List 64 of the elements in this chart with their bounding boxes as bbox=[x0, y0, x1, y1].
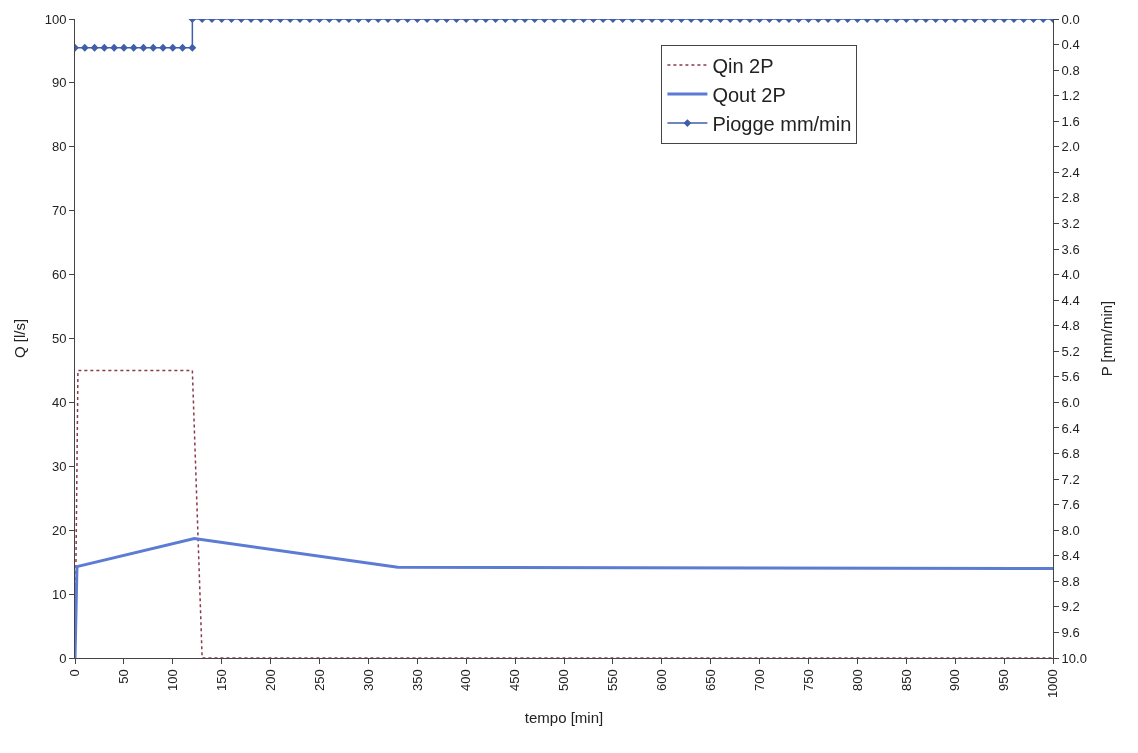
y2-tick-label: 9.2 bbox=[1061, 599, 1080, 615]
x-tick-label: 0 bbox=[67, 669, 83, 677]
x-tick-label: 500 bbox=[556, 669, 572, 691]
y2-tick-label: 7.2 bbox=[1061, 471, 1080, 487]
x-tick-label: 650 bbox=[702, 669, 718, 691]
y2-tick-label: 6.4 bbox=[1061, 420, 1080, 436]
x-tick-label: 950 bbox=[996, 669, 1012, 691]
y2-tick-label: 0.8 bbox=[1061, 62, 1080, 78]
y-tick-label: 20 bbox=[51, 522, 67, 538]
y2-tick-label: 2.0 bbox=[1061, 139, 1080, 155]
y2-tick-label: 2.8 bbox=[1061, 190, 1080, 206]
y2-tick-label: 2.4 bbox=[1061, 164, 1080, 180]
x-tick-label: 250 bbox=[311, 669, 327, 691]
y2-tick-label: 1.2 bbox=[1061, 88, 1080, 104]
y-tick-label: 70 bbox=[51, 203, 67, 219]
y-tick-label: 100 bbox=[44, 11, 67, 27]
x-tick-label: 100 bbox=[165, 669, 181, 691]
y2-tick-label: 4.8 bbox=[1061, 318, 1080, 334]
y2-tick-label: 4.0 bbox=[1061, 267, 1080, 283]
y-axis-title: Q [l/s] bbox=[10, 318, 28, 359]
y2-tick-label: 8.4 bbox=[1061, 548, 1080, 564]
y-tick-label: 50 bbox=[51, 331, 67, 347]
y2-tick-label: 5.6 bbox=[1061, 369, 1080, 385]
y-tick-label: 0 bbox=[59, 650, 67, 666]
y-tick-label: 80 bbox=[51, 139, 67, 155]
y-tick-label: 10 bbox=[51, 586, 67, 602]
y2-tick-label: 4.4 bbox=[1061, 292, 1080, 308]
y2-tick-label: 1.6 bbox=[1061, 113, 1080, 129]
x-tick-label: 450 bbox=[507, 669, 523, 691]
x-tick-label: 200 bbox=[262, 669, 278, 691]
y2-axis-title: P [mm/min] bbox=[1097, 300, 1115, 377]
legend-label: Piogge mm/min bbox=[712, 112, 852, 135]
x-tick-label: 350 bbox=[409, 669, 425, 691]
x-tick-label: 550 bbox=[605, 669, 621, 691]
x-tick-label: 400 bbox=[458, 669, 474, 691]
x-axis-title: tempo [min] bbox=[524, 709, 604, 727]
x-tick-label: 600 bbox=[654, 669, 670, 691]
y2-tick-label: 10.0 bbox=[1061, 650, 1087, 666]
y-tick-label: 40 bbox=[51, 394, 67, 410]
x-tick-label: 750 bbox=[800, 669, 816, 691]
y2-tick-label: 9.6 bbox=[1061, 624, 1080, 640]
y2-tick-label: 6.0 bbox=[1061, 394, 1080, 410]
y-tick-label: 30 bbox=[51, 458, 67, 474]
x-tick-label: 1000 bbox=[1045, 669, 1061, 699]
x-tick-label: 800 bbox=[849, 669, 865, 691]
x-tick-label: 300 bbox=[360, 669, 376, 691]
x-tick-label: 850 bbox=[898, 669, 914, 691]
y2-tick-label: 8.8 bbox=[1061, 573, 1080, 589]
y2-tick-label: 3.6 bbox=[1061, 241, 1080, 257]
y2-tick-label: 7.6 bbox=[1061, 497, 1080, 513]
x-tick-label: 150 bbox=[213, 669, 229, 691]
y-tick-label: 90 bbox=[51, 75, 67, 91]
y2-tick-label: 0.4 bbox=[1061, 37, 1080, 53]
y-tick-label: 60 bbox=[51, 267, 67, 283]
y2-tick-label: 3.2 bbox=[1061, 216, 1080, 232]
legend-label: Qout 2P bbox=[712, 83, 786, 106]
y2-tick-label: 6.8 bbox=[1061, 446, 1080, 462]
legend-label: Qin 2P bbox=[712, 54, 774, 77]
y2-tick-label: 5.2 bbox=[1061, 343, 1080, 359]
x-tick-label: 700 bbox=[751, 669, 767, 691]
x-tick-label: 900 bbox=[947, 669, 963, 691]
y2-tick-label: 8.0 bbox=[1061, 522, 1080, 538]
x-tick-label: 50 bbox=[116, 669, 132, 684]
y2-tick-label: 0.0 bbox=[1061, 11, 1080, 27]
